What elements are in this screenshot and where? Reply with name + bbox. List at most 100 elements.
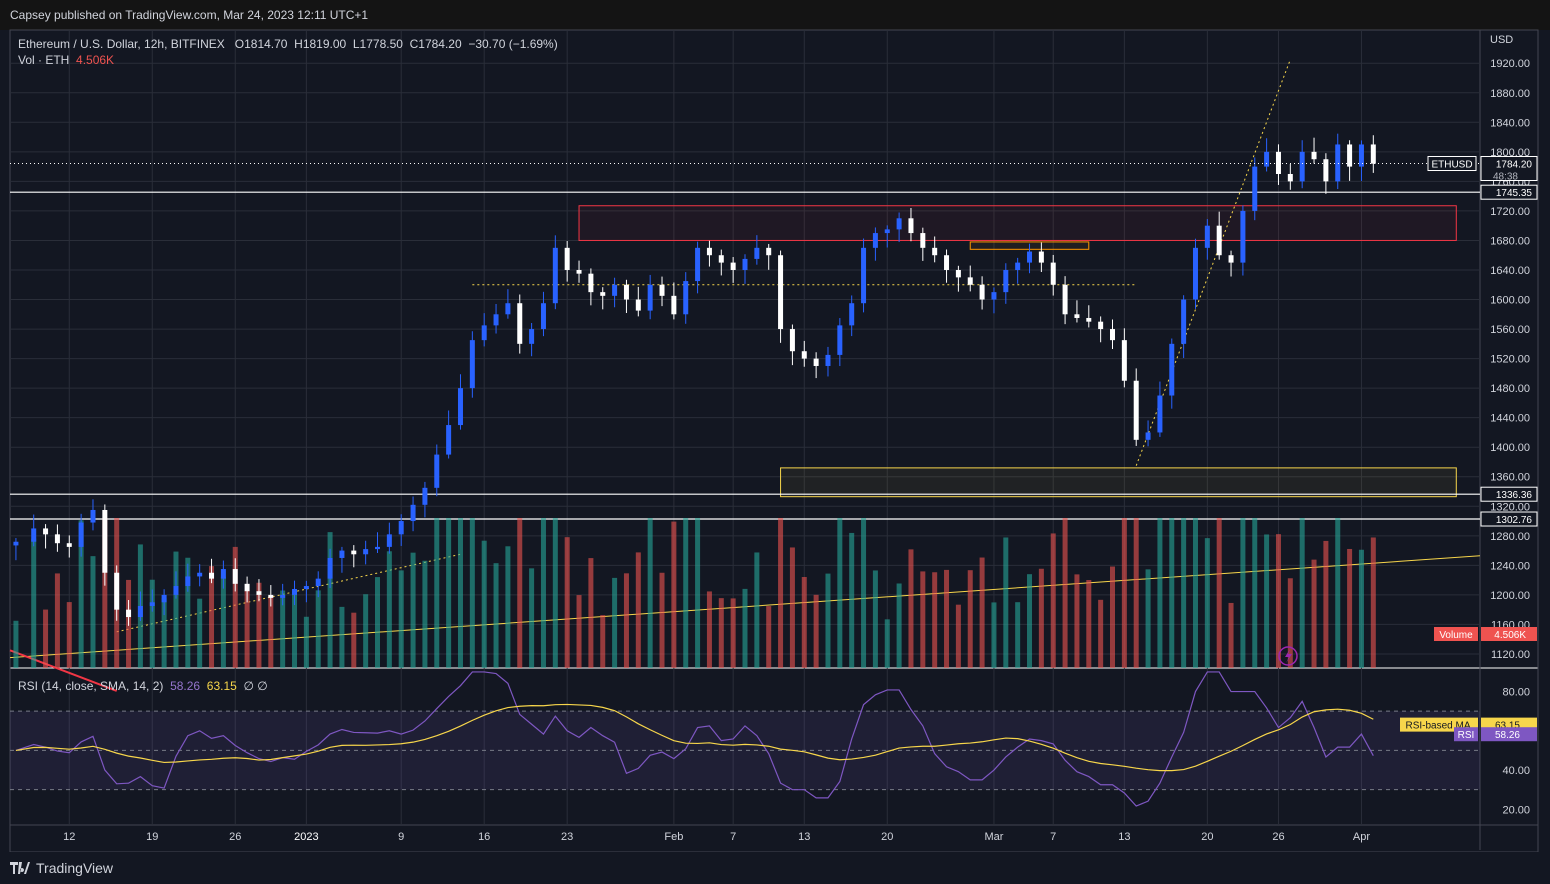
symbol-tag-label: ETHUSD xyxy=(1431,160,1472,171)
volume-bar xyxy=(825,573,831,668)
time-tick-label: Mar xyxy=(984,831,1003,843)
candle-body xyxy=(801,351,807,359)
candle-body xyxy=(398,521,404,535)
footer: TradingView xyxy=(0,852,1550,884)
rsi-tick-label: 80.00 xyxy=(1502,687,1530,699)
candle-body xyxy=(1358,144,1364,167)
time-tick-label: 16 xyxy=(478,831,490,843)
lightning-icon-bolt xyxy=(1285,649,1292,663)
tradingview-brand[interactable]: TradingView xyxy=(10,860,113,876)
volume-bar xyxy=(1264,534,1270,668)
volume-bar xyxy=(1335,518,1341,668)
candle-body xyxy=(1323,159,1329,182)
volume-bar xyxy=(837,518,843,668)
volume-bar xyxy=(31,538,37,668)
candle-body xyxy=(375,546,380,550)
candle-body xyxy=(1264,151,1270,167)
candle-body xyxy=(434,454,440,488)
candle-body xyxy=(837,325,843,355)
rsi-line xyxy=(15,671,1374,807)
symbol-name: Ethereum / U.S. Dollar, 12h, BITFINEX xyxy=(18,37,225,51)
volume-bar xyxy=(90,556,96,668)
volume-bar xyxy=(647,518,653,668)
volume-bar xyxy=(410,552,416,668)
volume-bar xyxy=(220,576,226,668)
candle-body xyxy=(1228,255,1234,263)
candle-body xyxy=(1110,329,1115,341)
rsi-axis-tag xyxy=(1481,727,1537,742)
price-tick-label: 1480.00 xyxy=(1490,383,1530,395)
volume-bar xyxy=(78,520,84,668)
price-axis-tag xyxy=(1480,511,1538,527)
volume-bar xyxy=(730,598,736,668)
publish-header: Capsey published on TradingView.com, Mar… xyxy=(0,0,1550,30)
candle-body xyxy=(588,273,594,293)
ohlc-high: H1819.00 xyxy=(294,37,347,51)
candle-body xyxy=(766,247,772,256)
volume-bar xyxy=(1169,518,1175,668)
price-tick-label: 1440.00 xyxy=(1490,413,1530,425)
candle-body xyxy=(564,247,570,270)
volume-bar xyxy=(944,569,950,668)
candle-body xyxy=(683,281,689,315)
price-tick-label: 1920.00 xyxy=(1490,58,1530,70)
candle-body xyxy=(1347,144,1353,167)
volume-bar xyxy=(209,566,215,668)
volume-bar xyxy=(268,595,274,668)
candle-body xyxy=(695,247,701,282)
candle-body xyxy=(505,303,511,315)
volume-axis-tag-label: 4.506K xyxy=(1494,630,1526,641)
candle-body xyxy=(1204,225,1210,248)
symbol-legend: Ethereum / U.S. Dollar, 12h, BITFINEX O1… xyxy=(18,37,558,51)
candle-body xyxy=(303,586,309,589)
volume-bar xyxy=(66,602,72,668)
volume-bar xyxy=(623,573,629,668)
candle-body xyxy=(446,425,452,455)
volume-bar xyxy=(43,609,49,668)
price-tick-label: 1560.00 xyxy=(1490,324,1530,336)
candle-body xyxy=(66,543,72,547)
candle-body xyxy=(268,594,274,598)
volume-bar xyxy=(1252,518,1258,668)
price-axis-tag xyxy=(1480,184,1538,200)
volume-bar xyxy=(161,597,167,668)
volume-bar xyxy=(493,563,499,668)
candle-body xyxy=(244,583,250,592)
candle-body xyxy=(1145,432,1151,440)
volume-bar xyxy=(801,577,807,668)
ohlc-change: −30.70 (−1.69%) xyxy=(468,37,558,51)
volume-bar xyxy=(659,572,665,668)
candle-body xyxy=(1015,262,1021,270)
volume-bar xyxy=(1228,602,1234,668)
volume-bar xyxy=(446,518,452,668)
time-tick-label: 9 xyxy=(398,831,404,843)
lightning-icon-ring xyxy=(1278,646,1298,666)
candle-body xyxy=(149,602,155,606)
price-axis-tag-label: 1336.36 xyxy=(1496,490,1533,501)
candle-body xyxy=(422,487,428,505)
volume-bar xyxy=(469,518,475,668)
time-tick-label: 7 xyxy=(730,831,736,843)
price-tick-label: 1880.00 xyxy=(1490,88,1530,100)
volume-bar xyxy=(457,518,463,668)
volume-bar xyxy=(197,598,203,668)
candle-body xyxy=(647,284,653,311)
volume-bar xyxy=(102,518,108,668)
volume-bar xyxy=(861,518,867,668)
time-tick-label: 2023 xyxy=(294,831,318,843)
candle-body xyxy=(256,591,262,595)
volume-bar xyxy=(185,557,191,668)
volume-bar xyxy=(1062,518,1068,668)
volume-bar xyxy=(955,604,961,668)
candle-body xyxy=(469,340,475,389)
symbol-tag-box xyxy=(1427,156,1477,172)
rsi-axis-label: 58.26 xyxy=(1495,730,1520,741)
volume-bar xyxy=(1192,518,1198,668)
price-axis-tag-label: 1745.35 xyxy=(1496,188,1533,199)
volume-bar xyxy=(422,560,428,668)
candle-body xyxy=(1287,173,1293,182)
candle-body xyxy=(102,509,108,573)
price-tick-label: 1120.00 xyxy=(1491,649,1530,661)
volume-bar xyxy=(1311,559,1317,668)
